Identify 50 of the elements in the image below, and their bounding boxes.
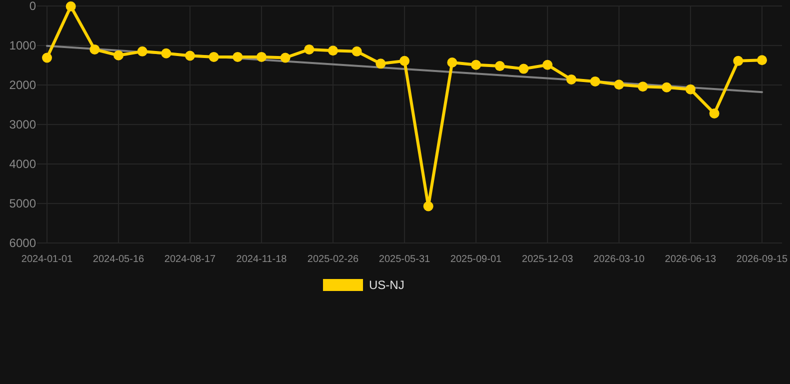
x-tick-label: 2024-08-17: [164, 254, 216, 265]
point: [494, 61, 505, 72]
point: [757, 55, 767, 66]
point: [614, 80, 624, 90]
point: [280, 52, 290, 63]
point: [137, 46, 148, 56]
y-tick-label: 0: [29, 0, 36, 14]
x-tick-label: 2024-01-01: [21, 254, 74, 265]
point: [566, 74, 576, 84]
point: [42, 52, 52, 63]
x-tick-label: 2024-05-16: [92, 254, 145, 265]
x-tick-label: 2026-06-13: [664, 254, 717, 265]
point: [256, 52, 266, 62]
point: [423, 201, 434, 212]
legend-label: US-NJ: [369, 278, 404, 292]
x-tick-label: 2024-11-18: [236, 254, 288, 265]
point: [185, 50, 195, 61]
point: [518, 64, 529, 74]
x-tick-label: 2025-09-01: [450, 254, 502, 265]
point: [376, 58, 386, 69]
y-tick-label: 6000: [9, 236, 36, 250]
point: [208, 52, 219, 62]
y-tick-label: 4000: [9, 157, 36, 172]
point: [90, 44, 100, 54]
point: [590, 76, 600, 86]
x-tick-label: 2025-05-31: [378, 254, 431, 265]
point: [733, 56, 744, 66]
point: [709, 108, 720, 118]
y-tick-label: 5000: [9, 196, 36, 211]
point: [114, 50, 124, 60]
point: [232, 52, 243, 62]
point: [328, 46, 338, 56]
point: [686, 84, 696, 94]
point: [66, 1, 76, 12]
x-tick-label: 2025-02-26: [307, 254, 360, 265]
point: [662, 82, 672, 92]
y-tick-label: 3000: [9, 118, 36, 132]
point: [638, 82, 648, 92]
x-tick-label: 2026-03-10: [593, 254, 646, 265]
point: [161, 48, 172, 58]
point: [352, 46, 362, 56]
point: [304, 44, 314, 54]
x-tick-label: 2025-12-03: [522, 254, 574, 265]
point: [542, 60, 552, 70]
x-tick-label: 2026-09-15: [736, 254, 788, 265]
point: [471, 60, 481, 70]
point: [400, 56, 410, 66]
y-tick-label: 1000: [9, 38, 36, 53]
point: [447, 57, 458, 68]
y-tick-label: 2000: [9, 78, 36, 92]
